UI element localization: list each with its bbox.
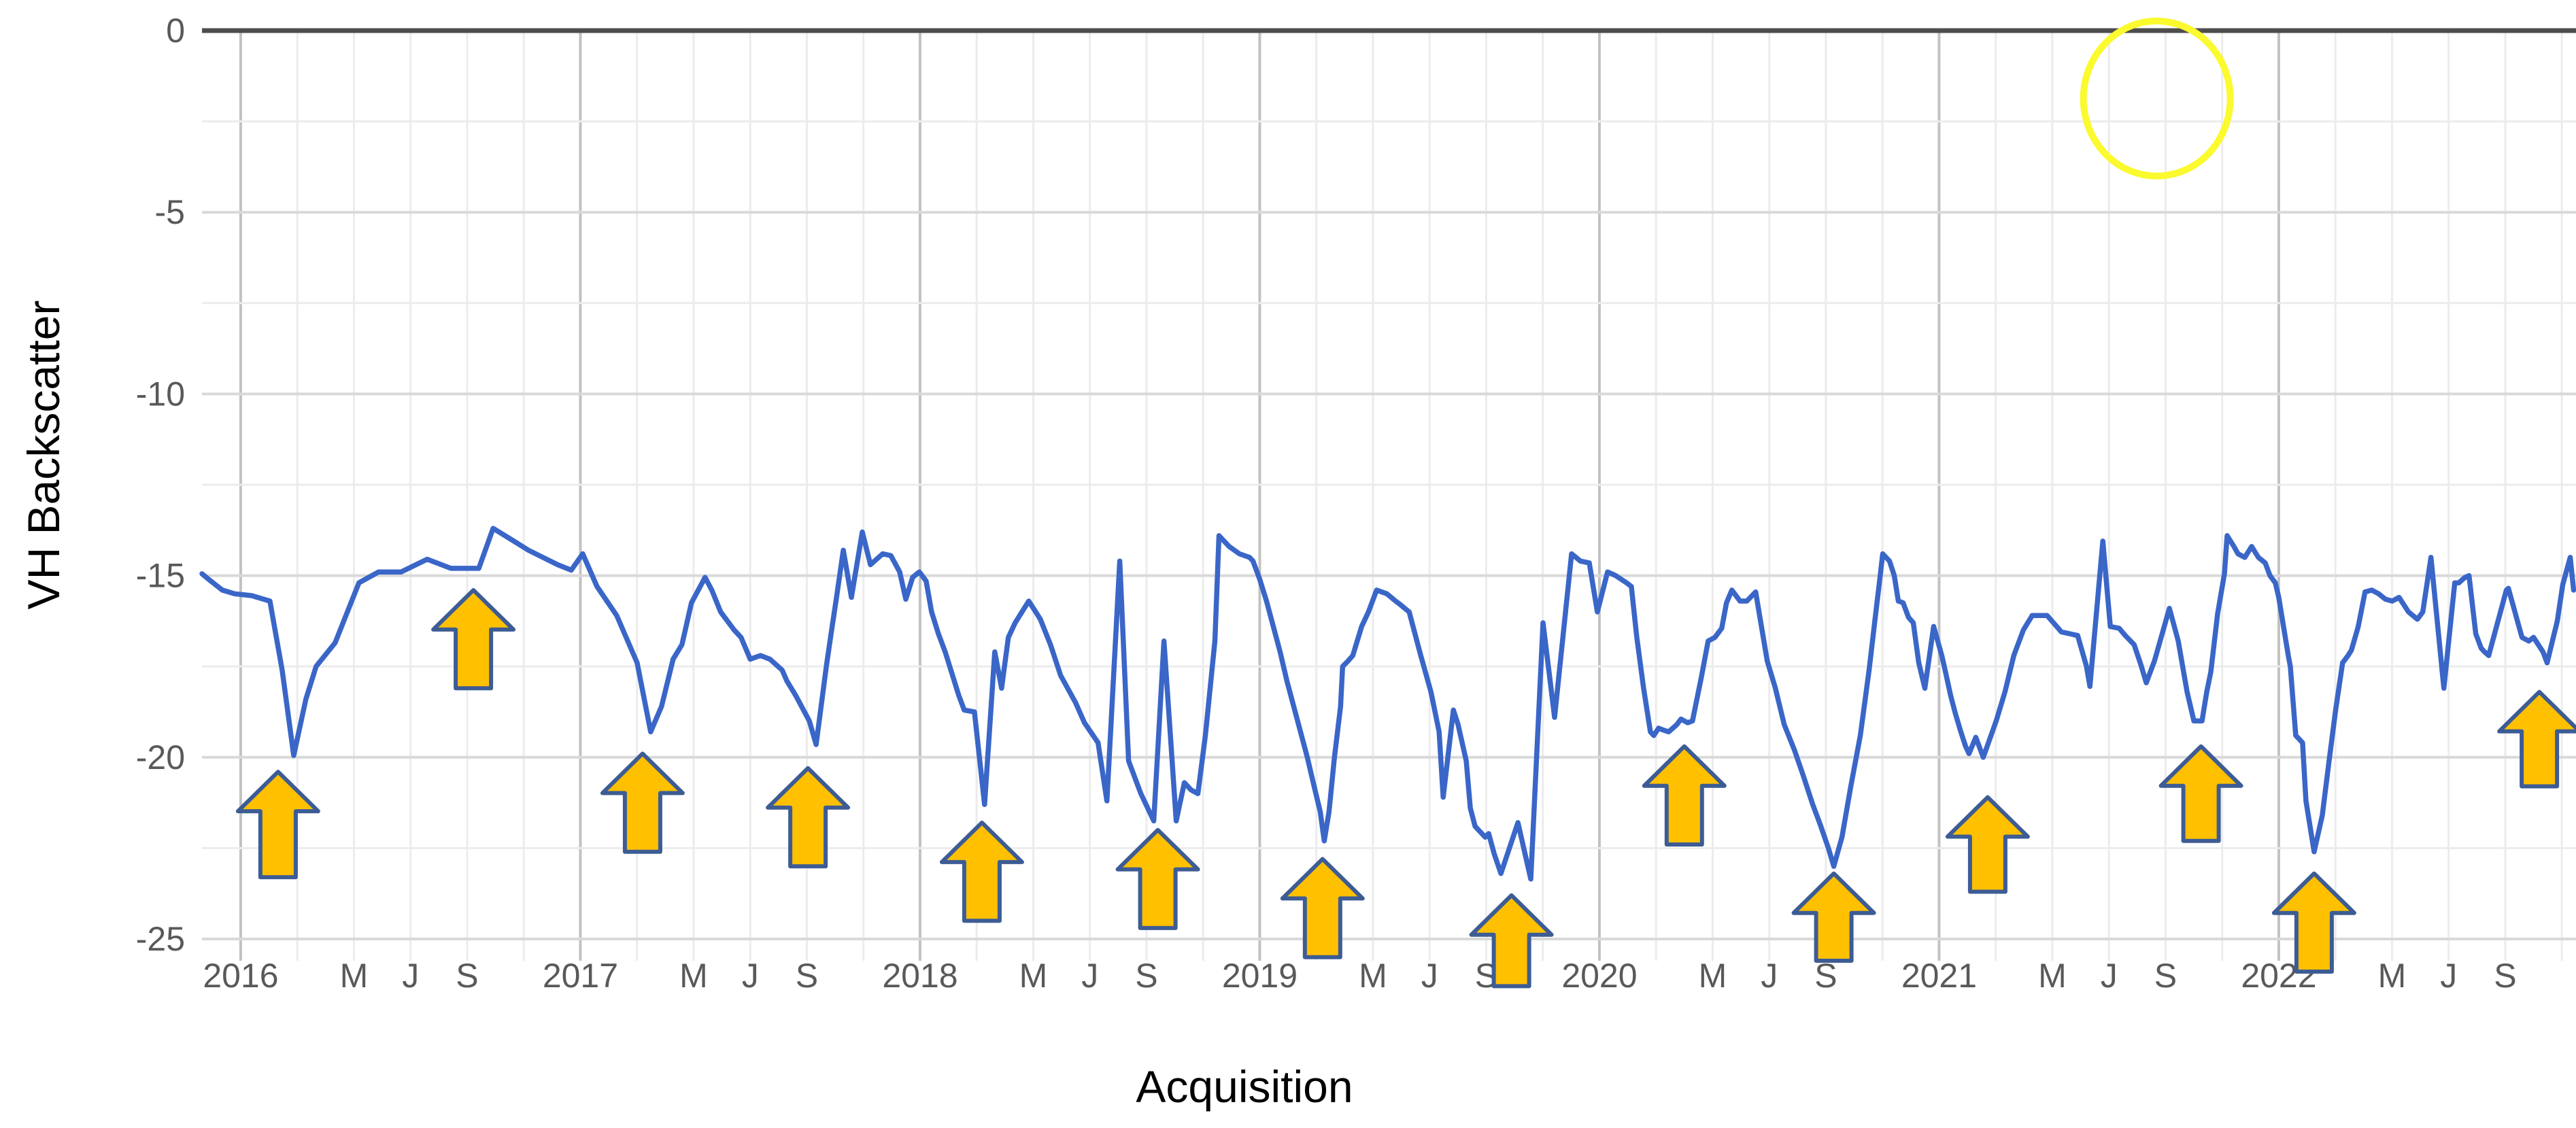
up-arrow-annotation [2158,744,2243,843]
up-arrow-annotation [1791,871,1876,963]
x-tick-label-month: M [2378,957,2407,995]
x-tick-label-month: J [2101,957,2118,995]
up-arrow-annotation [939,820,1024,923]
y-tick-label: -5 [155,193,185,231]
x-tick-label-year: 2017 [543,957,618,995]
x-tick-label-month: J [1421,957,1438,995]
y-tick-label: -15 [136,557,185,595]
x-tick-label-year: 2020 [1561,957,1637,995]
up-arrow-annotation [2497,689,2576,789]
x-tick-label-month: J [742,957,759,995]
up-arrow-annotation [2271,871,2356,974]
up-arrow-annotation [1945,795,2030,894]
vh-backscatter-line [199,526,2576,882]
x-tick-label-year: 2021 [1901,957,1977,995]
x-tick-label-month: J [1081,957,1098,995]
x-tick-label-month: M [679,957,708,995]
x-tick-label-month: S [1814,957,1837,995]
up-arrow-annotation [235,770,320,880]
x-tick-label-month: J [2440,957,2457,995]
up-arrow-annotation [766,766,851,869]
x-tick-label-year: 2018 [882,957,957,995]
up-arrow-annotation [1469,893,1554,989]
x-tick-label-month: M [1359,957,1387,995]
x-tick-label-month: M [1699,957,1727,995]
up-arrow-annotation [1642,744,1727,847]
x-axis-title: Acquisition [1136,1061,1353,1112]
x-tick-label-month: S [796,957,818,995]
y-tick-label: -20 [136,738,185,776]
y-tick-label: 0 [166,12,185,50]
x-tick-label-month: J [1761,957,1778,995]
x-tick-label-month: J [402,957,419,995]
up-arrow-annotation [1115,827,1200,930]
x-tick-label-month: S [2494,957,2516,995]
x-tick-label-month: M [1019,957,1048,995]
up-arrow-annotation [1280,857,1365,959]
up-arrow-annotation [600,751,685,854]
x-tick-label-month: M [2038,957,2067,995]
yellow-circle-annotation [2080,17,2234,180]
up-arrow-annotation [431,587,516,691]
y-tick-label: -10 [136,375,185,413]
x-tick-label-month: S [2154,957,2177,995]
x-tick-label-month: S [1135,957,1157,995]
x-tick-label-month: S [456,957,478,995]
x-tick-label-year: 2016 [203,957,278,995]
y-tick-label: -25 [136,920,185,958]
x-tick-label-year: 2019 [1222,957,1298,995]
x-tick-label-month: M [340,957,369,995]
